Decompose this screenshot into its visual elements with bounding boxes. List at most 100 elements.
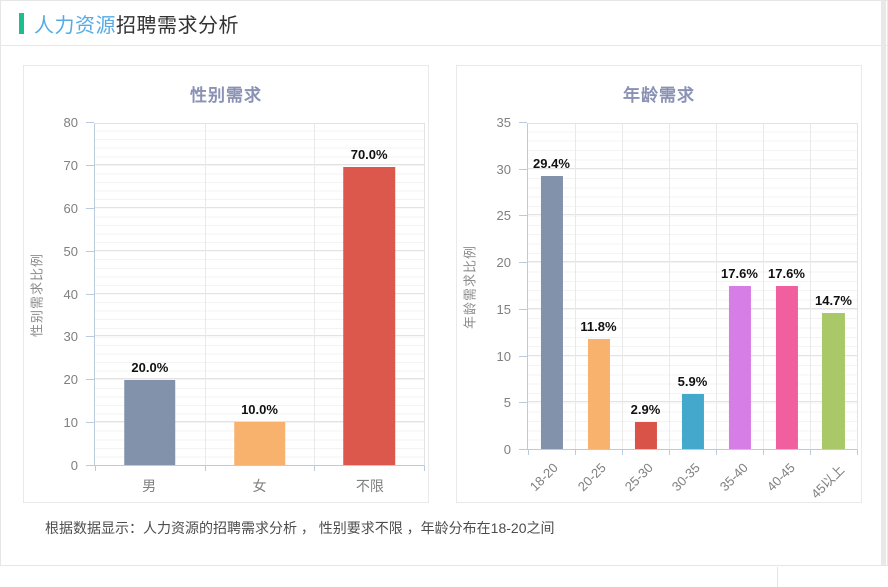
x-axis-tick — [622, 450, 623, 455]
bar-男[interactable]: 20.0% — [124, 360, 176, 465]
gridline-major — [528, 354, 857, 356]
x-axis-tick — [528, 450, 529, 455]
x-axis-label: 45以上 — [807, 462, 848, 502]
x-axis-label: 30-35 — [668, 460, 704, 495]
gridline-major — [95, 249, 424, 251]
summary-text: 根据数据显示：人力资源的招聘需求分析 ， 性别要求不限 ，年龄分布在18-20之… — [45, 520, 555, 536]
x-axis-tick — [314, 466, 316, 471]
y-axis-tick — [519, 215, 527, 217]
x-axis-tick — [716, 450, 717, 455]
y-axis-tick — [519, 168, 527, 170]
y-axis-tick-label: 0 — [70, 458, 78, 473]
gridline-major — [95, 421, 424, 423]
y-axis-tick — [519, 449, 527, 450]
gridline-major — [95, 292, 424, 294]
page-title-highlight: 人力资源 — [34, 14, 116, 37]
y-axis-tick-label: 50 — [63, 243, 78, 259]
y-axis-tick — [519, 402, 527, 404]
y-axis-tick-label: 30 — [63, 329, 78, 345]
y-axis-tick-label: 0 — [503, 442, 511, 457]
y-axis-tick — [86, 293, 94, 295]
bar-value-label: 17.6% — [721, 265, 758, 281]
gridline-vertical — [763, 124, 764, 449]
gridline-major — [95, 206, 424, 208]
x-axis-tick — [857, 450, 858, 455]
y-axis-tick — [519, 355, 527, 357]
y-axis-tick-label: 35 — [496, 115, 511, 130]
page-title-rest: 招聘需求分析 — [116, 14, 239, 37]
scrollbar-track[interactable] — [881, 1, 886, 565]
bar-45以上[interactable]: 14.7% — [815, 293, 852, 449]
y-axis-tick-label: 10 — [496, 348, 511, 364]
bar-30-35[interactable]: 5.9% — [678, 374, 707, 449]
y-axis-tick-label: 80 — [63, 115, 78, 130]
x-axis-label: 20-25 — [574, 460, 609, 495]
x-axis-label: 女 — [252, 478, 267, 494]
y-axis-tick-label: 10 — [63, 415, 78, 431]
y-axis-tick — [86, 465, 94, 466]
y-axis-tick — [86, 250, 94, 252]
chart-title: 年龄需求 — [623, 86, 695, 105]
bar-25-30[interactable]: 2.9% — [631, 402, 660, 449]
bar-value-label: 17.6% — [768, 265, 805, 281]
page-title: 人力资源招聘需求分析 — [34, 9, 239, 38]
plot-area: 29.4% 11.8% 2.9% 5.9% 17.6% 17.6% 14.7% — [527, 123, 858, 455]
x-axis-label: 不限 — [355, 478, 384, 494]
content-panel: 人力资源招聘需求分析 性别需求 性别需求比例 20.0% 10.0% 70.0% 0… — [0, 0, 888, 566]
y-axis-tick — [86, 207, 94, 209]
y-axis-tick — [519, 262, 527, 264]
y-axis-tick — [519, 308, 527, 310]
y-axis-tick-label: 30 — [496, 161, 511, 177]
bar-35-40[interactable]: 17.6% — [721, 266, 758, 449]
bar-value-label: 2.9% — [630, 402, 661, 418]
gridline-vertical — [669, 124, 670, 449]
y-axis-tick-label: 25 — [496, 208, 511, 224]
x-axis-label: 35-40 — [716, 460, 751, 495]
y-axis-tick-label: 15 — [496, 301, 511, 317]
x-axis-tick — [204, 466, 206, 471]
y-axis-tick — [86, 422, 94, 424]
charts-row: 性别需求 性别需求比例 20.0% 10.0% 70.0% 0 10 20 30 40 50 6… — [1, 46, 887, 503]
x-axis-labels: 18-20 20-25 25-30 30-35 35-40 40-45 45以上 — [527, 450, 858, 501]
gridline-major — [528, 307, 857, 309]
gridline-major — [95, 163, 424, 165]
bar-20-25[interactable]: 11.8% — [580, 319, 617, 449]
gridline-vertical — [622, 124, 623, 449]
y-axis-tick-label: 5 — [503, 395, 511, 411]
page-header: 人力资源招聘需求分析 — [1, 1, 887, 46]
y-axis-tick — [519, 122, 527, 123]
gridline-vertical — [314, 124, 316, 465]
gridline-major — [528, 261, 857, 263]
bar-40-45[interactable]: 17.6% — [768, 266, 805, 449]
plot-area: 20.0% 10.0% 70.0% — [94, 123, 425, 471]
y-axis-tick-label: 20 — [496, 255, 511, 271]
bar-不限[interactable]: 70.0% — [343, 147, 395, 465]
y-axis-tick-label: 20 — [63, 372, 78, 388]
gridline-major — [528, 214, 857, 216]
bar-value-label: 70.0% — [350, 146, 388, 162]
y-axis-tick — [86, 164, 94, 166]
y-axis-tick — [86, 122, 94, 123]
x-axis-tick — [669, 450, 670, 455]
y-axis-tick — [86, 336, 94, 338]
chart-area: 年龄需求比例 29.4% 11.8% 2.9% 5.9% 17.6% 17.6% 14.7%… — [463, 115, 858, 457]
chart-title: 性别需求 — [190, 86, 262, 105]
bar-女[interactable]: 10.0% — [233, 402, 286, 465]
gridline-vertical — [204, 124, 206, 465]
bar-value-label: 11.8% — [580, 319, 617, 335]
gridline-vertical — [575, 124, 576, 449]
x-axis-tick — [575, 450, 576, 455]
x-axis-tick — [424, 466, 425, 471]
x-axis-tick — [810, 450, 811, 455]
bar-value-label: 14.7% — [815, 292, 852, 308]
x-axis-tick — [763, 450, 764, 455]
header-accent-bar — [19, 12, 24, 34]
bar-value-label: 20.0% — [131, 359, 169, 375]
x-axis-tick — [95, 466, 96, 471]
bar-value-label: 5.9% — [677, 374, 708, 390]
gridline-vertical — [716, 124, 717, 449]
bar-18-20[interactable]: 29.4% — [533, 156, 570, 449]
y-axis-tick-label: 60 — [63, 200, 78, 216]
gridline-major — [528, 167, 857, 169]
